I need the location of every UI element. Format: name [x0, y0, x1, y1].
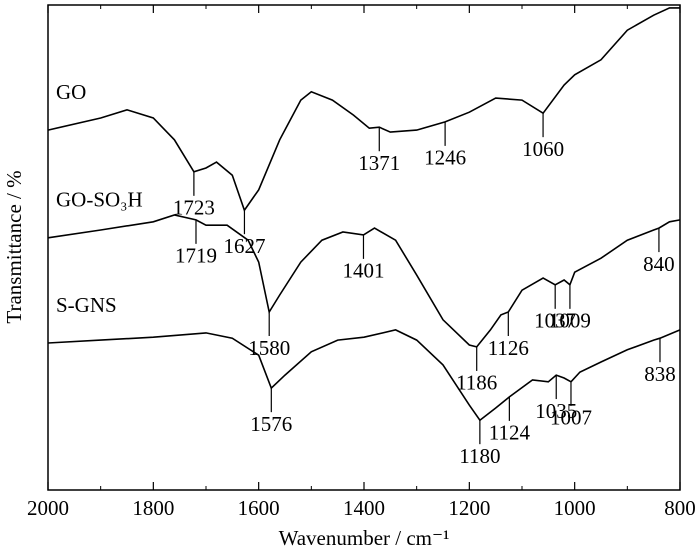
x-tick-label: 1000	[554, 496, 596, 520]
x-tick-label: 1600	[238, 496, 280, 520]
peak-label: 1580	[248, 336, 290, 360]
spectrum-line	[47, 329, 681, 422]
peak-label: 1186	[456, 371, 497, 395]
peak-label: 1009	[549, 309, 591, 333]
x-axis-label: Wavenumber / cm⁻¹	[279, 526, 450, 550]
series-label: S-GNS	[56, 293, 117, 317]
spectrum-line	[47, 7, 680, 212]
peak-label: 1037	[534, 309, 576, 333]
peak-label: 1124	[489, 421, 531, 445]
peak-label: 1401	[342, 259, 384, 283]
x-tick-label: 2000	[27, 496, 69, 520]
x-tick-label: 1800	[132, 496, 174, 520]
peak-label: 1719	[175, 244, 217, 268]
peak-label: 1246	[424, 146, 466, 170]
x-tick-label: 1400	[343, 496, 385, 520]
peak-label: 838	[644, 362, 676, 386]
peak-label: 1576	[250, 412, 292, 436]
series-label: GO	[56, 80, 86, 104]
peak-label: 840	[643, 252, 675, 276]
peak-label: 1180	[459, 444, 500, 468]
peak-label: 1126	[488, 336, 529, 360]
y-axis-label: Transmittance / %	[2, 170, 26, 323]
peak-label: 1371	[358, 151, 400, 175]
peak-label: 1060	[522, 137, 564, 161]
spectrum-line	[47, 214, 681, 348]
series-label: GO-SO₃H	[56, 188, 143, 212]
peak-label: 1035	[535, 399, 577, 423]
peak-label: 1007	[550, 406, 592, 430]
x-tick-label: 800	[664, 496, 696, 520]
x-tick-label: 1200	[448, 496, 490, 520]
